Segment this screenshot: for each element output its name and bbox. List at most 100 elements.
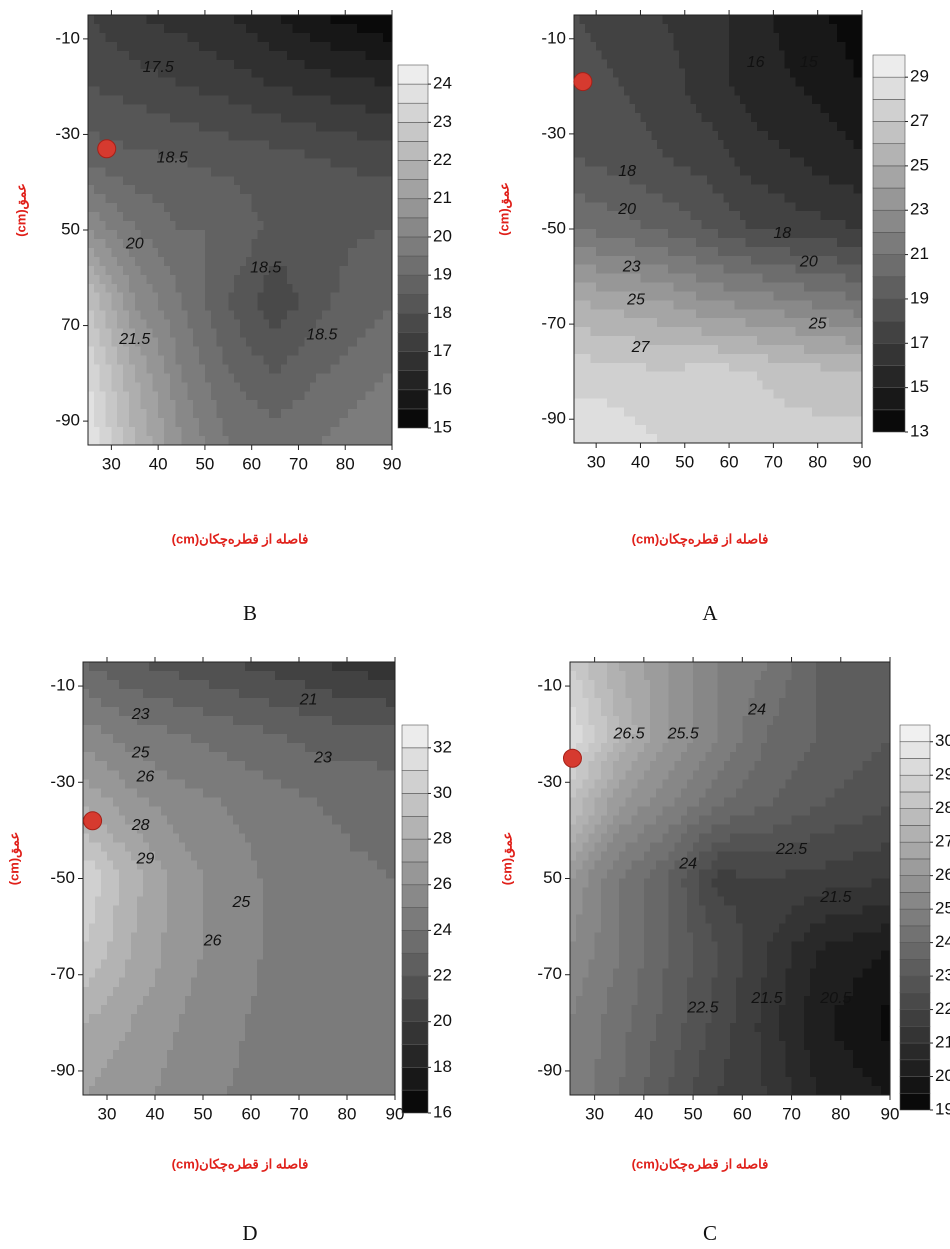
- field-cell: [204, 256, 212, 267]
- field-cell: [778, 104, 786, 114]
- field-cell: [286, 50, 294, 61]
- field-cell: [679, 229, 686, 239]
- field-cell: [812, 318, 822, 328]
- field-cell: [662, 344, 669, 355]
- field-cell: [240, 86, 247, 97]
- field-cell: [585, 309, 592, 319]
- field-cell: [596, 282, 603, 293]
- field-cell: [140, 131, 148, 142]
- field-cell: [222, 131, 229, 142]
- field-cell: [245, 409, 253, 419]
- field-cell: [257, 122, 264, 133]
- field-cell: [820, 380, 830, 391]
- field-cell: [222, 310, 229, 321]
- field-cell: [234, 337, 241, 348]
- field-cell: [105, 301, 112, 312]
- field-cell: [275, 32, 282, 43]
- field-cell: [695, 362, 702, 373]
- field-cell: [607, 68, 614, 79]
- field-cell: [210, 113, 218, 124]
- field-cell: [383, 212, 393, 222]
- field-cell: [128, 140, 136, 150]
- field-cell: [740, 41, 747, 52]
- field-cell: [99, 310, 107, 321]
- field-cell: [304, 265, 311, 276]
- field-cell: [101, 707, 108, 717]
- field-cell: [173, 698, 180, 708]
- field-cell: [723, 32, 730, 43]
- field-cell: [853, 309, 863, 319]
- field-cell: [795, 23, 805, 34]
- field-cell: [146, 23, 153, 34]
- field-cell: [161, 707, 168, 717]
- field-cell: [803, 166, 813, 177]
- field-cell: [222, 337, 229, 348]
- field-cell: [837, 336, 846, 346]
- field-cell: [690, 211, 697, 221]
- field-cell: [88, 328, 95, 339]
- field-cell: [812, 23, 822, 34]
- field-cell: [210, 328, 218, 339]
- field-cell: [286, 176, 294, 186]
- field-cell: [111, 185, 118, 195]
- field-cell: [105, 382, 112, 392]
- field-cell: [745, 95, 752, 105]
- field-cell: [99, 77, 107, 88]
- field-cell: [618, 318, 625, 328]
- field-cell: [853, 86, 863, 96]
- field-cell: [623, 41, 630, 52]
- field-cell: [117, 221, 124, 231]
- field-cell: [657, 175, 664, 186]
- field-cell: [181, 391, 188, 401]
- field-cell: [853, 416, 863, 426]
- field-cell: [828, 157, 838, 168]
- field-cell: [668, 389, 675, 400]
- field-cell: [181, 140, 188, 150]
- field-cell: [298, 212, 305, 222]
- field-cell: [304, 167, 311, 177]
- field-cell: [706, 434, 714, 444]
- field-cell: [292, 400, 300, 410]
- field-cell: [706, 23, 714, 34]
- field-cell: [740, 68, 747, 79]
- field-cell: [356, 203, 367, 213]
- field-cell: [773, 68, 780, 79]
- field-cell: [134, 167, 142, 177]
- field-cell: [601, 157, 608, 168]
- field-cell: [356, 77, 367, 88]
- field-cell: [812, 425, 822, 435]
- field-cell: [193, 382, 200, 392]
- field-cell: [734, 309, 741, 319]
- field-cell: [845, 50, 855, 61]
- field-cell: [629, 407, 636, 417]
- field-cell: [187, 436, 194, 446]
- field-cell: [734, 336, 741, 346]
- field-cell: [169, 436, 177, 446]
- field-cell: [365, 50, 376, 61]
- field-cell: [216, 149, 224, 159]
- field-cell: [292, 274, 300, 285]
- field-cell: [240, 391, 247, 401]
- field-cell: [143, 707, 150, 717]
- field-cell: [179, 707, 186, 717]
- field-cell: [146, 185, 153, 195]
- field-cell: [134, 203, 142, 213]
- field-cell: [88, 122, 95, 133]
- field-cell: [820, 318, 830, 328]
- field-cell: [330, 77, 340, 88]
- field-cell: [107, 716, 114, 726]
- field-cell: [745, 202, 752, 212]
- field-cell: [646, 122, 653, 132]
- field-cell: [356, 346, 367, 357]
- field-cell: [155, 698, 162, 708]
- field-cell: [684, 113, 691, 123]
- field-cell: [673, 122, 680, 132]
- field-cell: [234, 185, 241, 195]
- field-cell: [701, 193, 708, 203]
- field-cell: [304, 149, 311, 159]
- colorbar-cell: [397, 198, 429, 219]
- field-cell: [234, 400, 241, 410]
- field-cell: [640, 237, 647, 248]
- colorbar-cell: [397, 370, 429, 391]
- field-cell: [117, 292, 124, 303]
